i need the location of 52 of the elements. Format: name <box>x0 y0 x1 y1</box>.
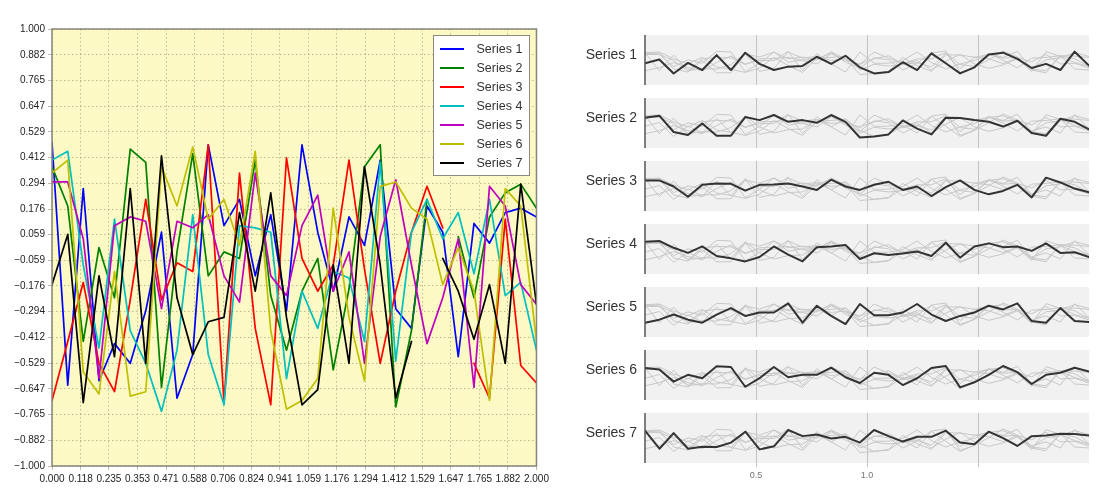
x-tick-label: 2.000 <box>523 472 550 484</box>
y-tick-label: −0.059 <box>14 254 46 266</box>
y-tick-label: −0.294 <box>14 305 46 317</box>
series-label: Series 4 <box>585 234 638 251</box>
y-tick-label: −0.176 <box>14 279 46 291</box>
x-tick-label: 0.706 <box>210 472 236 484</box>
y-tick-label: −0.412 <box>14 331 46 343</box>
series-label: Series 6 <box>585 360 638 377</box>
x-tick-label: 1.412 <box>381 472 407 484</box>
legend-label: Series 1 <box>476 41 523 56</box>
y-tick-label: 0.412 <box>19 151 46 163</box>
x-tick-label: 0.941 <box>267 472 293 484</box>
y-tick-label: −0.647 <box>14 382 46 394</box>
series-label: Series 7 <box>585 423 638 440</box>
y-tick-label: 0.176 <box>19 202 46 214</box>
x-tick-label: 0.5 <box>749 469 763 480</box>
x-tick-label: 0.118 <box>68 472 94 484</box>
x-tick-label: 1.882 <box>495 472 521 484</box>
series-label: Series 3 <box>585 171 638 188</box>
series-label: Series 1 <box>585 45 638 62</box>
y-tick-label: 0.529 <box>19 125 46 137</box>
y-tick-label: 0.059 <box>19 228 46 240</box>
legend-label: Series 5 <box>476 117 523 132</box>
y-tick-label: 1.000 <box>19 22 46 34</box>
x-tick-label: 1.294 <box>352 472 379 484</box>
y-tick-label: 0.647 <box>19 99 46 111</box>
x-tick-label: 1.059 <box>296 472 322 484</box>
x-tick-label: 1.529 <box>409 472 436 484</box>
legend-label: Series 3 <box>476 79 523 94</box>
legend-label: Series 2 <box>476 60 523 75</box>
y-tick-label: 0.882 <box>19 48 46 60</box>
x-tick-label: 1.765 <box>467 472 493 484</box>
x-tick-label: 1.647 <box>438 472 464 484</box>
x-tick-label: 0.471 <box>153 472 180 484</box>
y-tick-label: 0.765 <box>19 74 46 86</box>
x-tick-label: 0.824 <box>239 472 265 484</box>
x-tick-label: 0.235 <box>96 472 122 484</box>
legend-label: Series 4 <box>476 98 523 113</box>
x-tick-label: 1.0 <box>860 469 874 480</box>
y-tick-label: −0.529 <box>14 356 46 368</box>
y-tick-label: −0.882 <box>14 433 46 445</box>
y-tick-label: −0.765 <box>14 408 46 420</box>
legend-label: Series 7 <box>476 155 523 170</box>
legend-label: Series 6 <box>476 136 523 151</box>
y-tick-label: 0.294 <box>19 177 46 189</box>
series-label: Series 2 <box>585 108 638 125</box>
x-tick-label: 0.000 <box>39 472 65 484</box>
x-tick-label: 0.588 <box>181 472 208 484</box>
series-label: Series 5 <box>585 297 638 314</box>
x-tick-label: 1.176 <box>324 472 350 484</box>
y-tick-label: −1.000 <box>14 459 46 471</box>
x-tick-label: 0.353 <box>125 472 151 484</box>
